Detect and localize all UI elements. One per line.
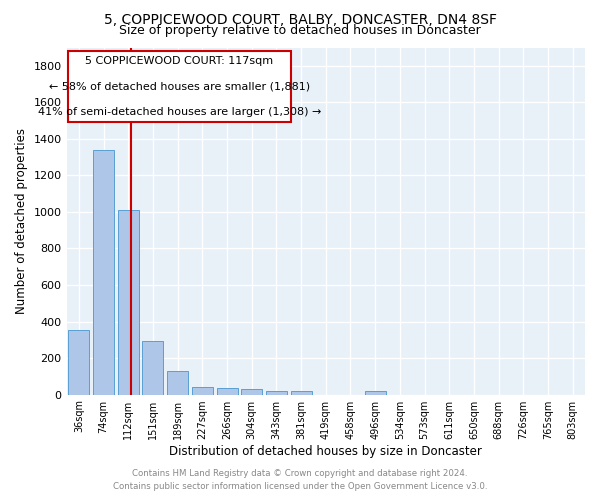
- Y-axis label: Number of detached properties: Number of detached properties: [15, 128, 28, 314]
- Bar: [365, 390, 386, 394]
- Bar: [217, 388, 238, 394]
- Bar: [290, 392, 311, 394]
- Bar: [142, 340, 163, 394]
- Text: Size of property relative to detached houses in Doncaster: Size of property relative to detached ho…: [119, 24, 481, 37]
- Text: 41% of semi-detached houses are larger (1,308) →: 41% of semi-detached houses are larger (…: [38, 108, 321, 118]
- Bar: [241, 388, 262, 394]
- Bar: [118, 210, 139, 394]
- Text: 5, COPPICEWOOD COURT, BALBY, DONCASTER, DN4 8SF: 5, COPPICEWOOD COURT, BALBY, DONCASTER, …: [104, 12, 497, 26]
- Bar: [93, 150, 114, 394]
- Bar: [68, 330, 89, 394]
- Bar: [167, 371, 188, 394]
- X-axis label: Distribution of detached houses by size in Doncaster: Distribution of detached houses by size …: [169, 444, 482, 458]
- Bar: [68, 51, 291, 123]
- Bar: [266, 390, 287, 394]
- Text: ← 58% of detached houses are smaller (1,881): ← 58% of detached houses are smaller (1,…: [49, 82, 310, 92]
- Text: Contains HM Land Registry data © Crown copyright and database right 2024.
Contai: Contains HM Land Registry data © Crown c…: [113, 470, 487, 491]
- Bar: [192, 387, 213, 394]
- Text: 5 COPPICEWOOD COURT: 117sqm: 5 COPPICEWOOD COURT: 117sqm: [85, 56, 274, 66]
